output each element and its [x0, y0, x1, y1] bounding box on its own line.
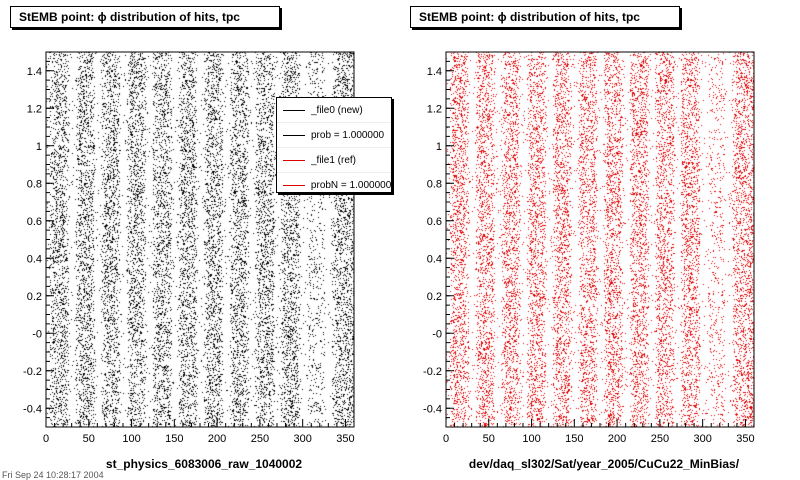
legend-label-prob: prob = 1.000000	[311, 129, 385, 141]
y-tick-label: 0.6	[427, 216, 442, 228]
y-tick-label: 0.2	[427, 291, 442, 303]
x-tick-label: 300	[693, 433, 711, 445]
x-tick-label: 150	[165, 433, 183, 445]
x-tick-label: 300	[293, 433, 311, 445]
legend-line-file1	[283, 159, 305, 161]
legend-label-probn: probN = 1.000000	[310, 179, 391, 191]
y-tick-label: 0.4	[27, 253, 42, 265]
y-tick-label: -0.2	[23, 366, 42, 378]
legend-entry-file0: _file0 (new)	[277, 98, 391, 123]
x-tick-label: 50	[483, 433, 495, 445]
x-tick-label: 350	[336, 433, 354, 445]
y-tick-label: 1.2	[27, 103, 42, 115]
x-tick-label: 150	[565, 433, 583, 445]
y-tick-label: -0.4	[423, 403, 442, 415]
right-plot-title: StEMB point: ϕ distribution of hits, tpc	[410, 6, 680, 28]
x-tick-label: 0	[443, 433, 449, 445]
legend-entry-probn: probN = 1.000000	[277, 173, 391, 197]
left-scatter-plot: 0 50 100 150 200 250 300 350 -0.4 -0.2 -0 0.2 0.4 0.6…	[2, 51, 355, 480]
y-tick-label: -0.2	[423, 366, 442, 378]
y-tick-label: 1	[36, 141, 42, 153]
y-tick-label: 0.8	[27, 178, 42, 190]
x-tick-label: 100	[522, 433, 540, 445]
legend-entry-prob: prob = 1.000000	[277, 123, 391, 148]
y-tick-label: 0.4	[427, 253, 442, 265]
legend-label-file1: _file1 (ref)	[311, 154, 357, 166]
legend-line-probn	[283, 184, 305, 186]
x-axis-label: dev/daq_sl302/Sat/year_2005/CuCu22_MinBi…	[469, 457, 740, 471]
y-tick-label: -0.4	[23, 403, 42, 415]
timestamp-footer: Fri Sep 24 10:28:17 2004	[2, 470, 104, 480]
y-tick-label: 0.2	[27, 291, 42, 303]
x-tick-label: 200	[208, 433, 226, 445]
left-plot-panel: StEMB point: ϕ distribution of hits, tpc…	[2, 6, 392, 480]
x-tick-label: 250	[251, 433, 269, 445]
y-tick-label: 1.4	[427, 66, 442, 78]
y-tick-label: -0	[432, 328, 442, 340]
y-tick-label: 0.8	[427, 178, 442, 190]
hit-points	[446, 52, 754, 427]
right-plot-panel: StEMB point: ϕ distribution of hits, tpc…	[400, 0, 800, 480]
x-tick-label: 0	[43, 433, 49, 445]
legend: _file0 (new) prob = 1.000000 _file1 (ref…	[276, 97, 392, 193]
right-scatter-plot: 0 50 100 150 200 250 300 350 -0.4 -0.2 -0 0.2 0.4 0.6…	[423, 51, 755, 471]
legend-line-file0	[283, 109, 305, 111]
legend-label-file0: _file0 (new)	[311, 104, 363, 116]
y-tick-label: 1	[436, 141, 442, 153]
left-plot-title: StEMB point: ϕ distribution of hits, tpc	[10, 6, 280, 28]
x-tick-label: 250	[651, 433, 669, 445]
x-tick-label: 50	[83, 433, 95, 445]
y-tick-label: 0.6	[27, 216, 42, 228]
x-axis-label: st_physics_6083006_raw_1040002	[106, 457, 302, 471]
legend-line-prob	[283, 134, 305, 136]
legend-entry-file1: _file1 (ref)	[277, 148, 391, 173]
x-tick-label: 350	[736, 433, 754, 445]
y-tick-label: 1.4	[27, 66, 42, 78]
y-tick-label: 1.2	[427, 103, 442, 115]
y-tick-label: -0	[32, 328, 42, 340]
x-tick-label: 200	[608, 433, 626, 445]
x-tick-label: 100	[122, 433, 140, 445]
